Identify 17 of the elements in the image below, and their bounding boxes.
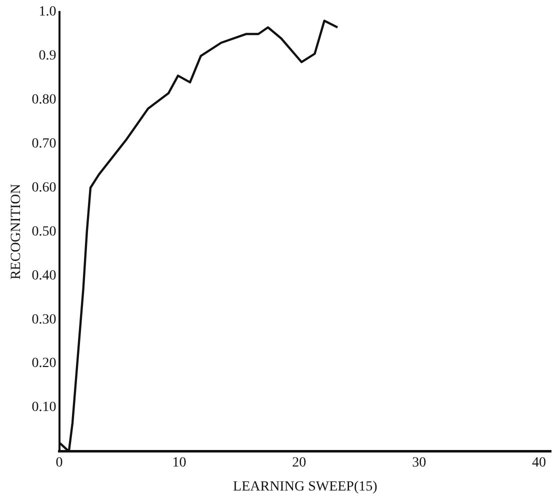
x-axis-title: LEARNING SWEEP(15) (233, 479, 378, 494)
y-tick-label: 0.60 (32, 180, 56, 196)
y-tick-label: 0.30 (32, 312, 56, 328)
y-tick-label: 0.20 (32, 356, 56, 372)
x-tick-label: 0 (56, 455, 63, 470)
y-axis-title: RECOGNITION (9, 184, 24, 280)
x-tick-label: 10 (172, 455, 186, 470)
y-tick-label: 1.0 (38, 4, 56, 20)
y-tick-label: 0.40 (32, 268, 56, 284)
y-tick-label: 0.10 (32, 400, 56, 416)
x-tick-label: 20 (292, 455, 306, 470)
y-tick-label: 0.9 (38, 48, 56, 64)
x-tick-label: 30 (412, 455, 426, 470)
y-tick-label: 0.70 (32, 136, 56, 152)
y-tick-label: 0.80 (32, 92, 56, 108)
x-tick-label: 40 (532, 455, 546, 470)
y-tick-label: 0.50 (32, 224, 56, 240)
